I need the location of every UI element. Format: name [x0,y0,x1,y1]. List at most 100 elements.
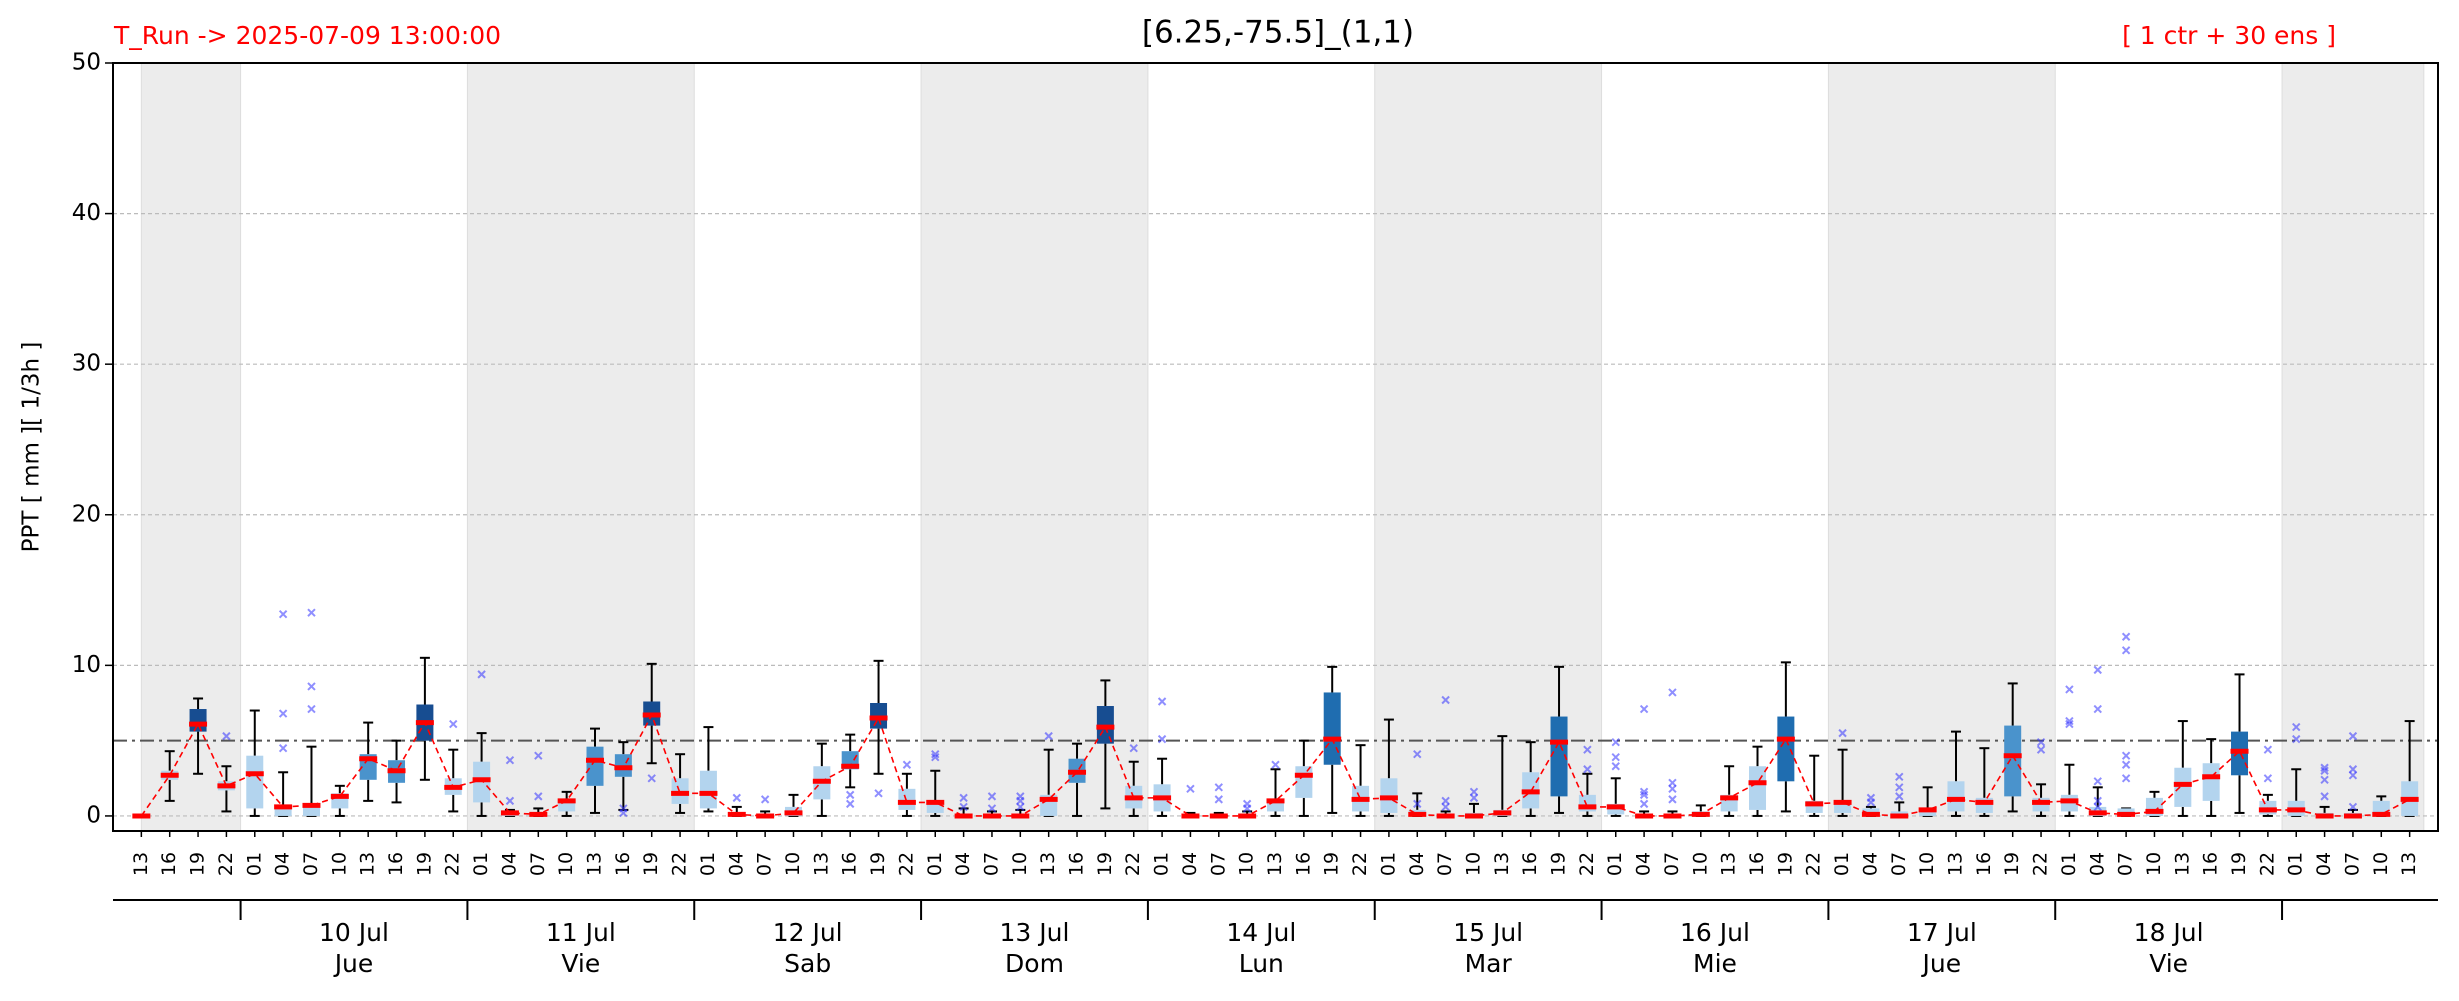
x-tick-label: 22 [2256,852,2278,876]
x-tick-label: 16 [612,852,634,876]
x-tick-label: 01 [1604,852,1626,876]
flier [1639,790,1649,800]
flier [2121,646,2131,655]
x-tick-label: 01 [697,852,719,876]
x-tick-label: 10 [328,852,350,876]
x-tick-label: 13 [1718,852,1740,876]
flier [2263,774,2273,783]
median-line [140,713,2411,817]
flier [2121,774,2131,783]
flier [760,795,770,804]
flier [1639,704,1649,714]
run-label: T_Run -> 2025-07-09 13:00:00 [113,21,501,50]
flier [931,749,940,759]
flier [1214,783,1223,792]
x-tick-label: 10 [1009,852,1031,876]
flier [534,751,543,760]
day-date: 18 Jul [2134,918,2204,947]
y-axis-label: PPT [ mm ][ 1/3h ] [19,342,45,553]
flier [449,719,458,729]
night-band [920,62,1149,832]
day-weekday: Dom [1005,949,1064,978]
flier [307,704,316,714]
flier [1639,787,1649,797]
x-tick-label: 13 [2398,852,2420,876]
flier [2065,716,2074,726]
y-tick-label: 10 [72,652,101,678]
x-tick-label: 04 [272,852,294,876]
x-tick-label: 19 [640,852,662,876]
day-weekday: Vie [561,949,600,978]
x-tick-label: 13 [584,852,606,876]
flier [1413,749,1422,759]
flier [278,743,288,753]
flier [2320,792,2329,801]
x-tick-label: 07 [300,852,322,876]
x-tick-label: 07 [1661,852,1683,876]
flier [1668,795,1677,804]
x-tick-label: 22 [442,852,464,876]
x-tick-label: 19 [1094,852,1116,876]
flier [1129,743,1138,753]
x-tick-label: 13 [1037,852,1059,876]
x-tick-label: 22 [1349,852,1371,876]
x-tick-label: 01 [2285,852,2307,876]
y-tick-label: 40 [72,200,101,226]
flier [505,756,515,765]
x-tick-label: 07 [754,852,776,876]
x-tick-label: 04 [1406,852,1428,876]
flier [959,802,968,812]
plot-frame [112,62,2439,832]
box [2004,725,2022,797]
flier [1668,778,1677,788]
flier [647,774,656,783]
day-weekday: Jue [1921,949,1962,978]
x-tick-label: 01 [2058,852,2080,876]
day-weekday: Sab [784,949,831,978]
flier [874,789,883,798]
x-tick-label: 07 [1434,852,1456,876]
day-weekday: Mar [1465,949,1513,978]
flier [2121,760,2131,769]
day-weekday: Jue [333,949,374,978]
flier [1016,792,1025,801]
flier [2348,765,2358,774]
flier [1157,734,1167,744]
flier [1157,697,1167,706]
x-tick-label: 19 [1774,852,1796,876]
x-tick-label: 19 [2228,852,2250,876]
x-tick-label: 04 [725,852,747,876]
shading [140,62,2425,832]
box [2174,767,2192,807]
night-band [1827,62,2056,832]
x-tick-label: 04 [952,852,974,876]
flier [1271,760,1280,769]
x-tick-label: 13 [2171,852,2193,876]
x-tick-label: 16 [1519,852,1541,876]
flier [2348,802,2358,812]
x-tick-label: 22 [1122,852,1144,876]
y-tick-label: 20 [72,501,101,527]
box [558,800,576,812]
box [586,746,604,786]
box [1749,766,1767,810]
flier [2320,775,2329,785]
flier [619,804,628,813]
x-tick-label: 07 [980,852,1002,876]
x-tick-label: 04 [2086,852,2108,876]
x-tick-label: 13 [810,852,832,876]
flier [931,753,940,762]
x-tick-label: 04 [1633,852,1655,876]
flier [278,609,288,619]
x-tick-label: 22 [1576,852,1598,876]
flier [1413,799,1422,809]
flier [2320,763,2329,772]
box [246,755,264,809]
x-tick-label: 19 [867,852,889,876]
box [2202,763,2220,801]
flier [1583,765,1592,774]
x-tick-label: 16 [158,852,180,876]
flier [845,790,855,800]
x-tick-label: 07 [1207,852,1229,876]
